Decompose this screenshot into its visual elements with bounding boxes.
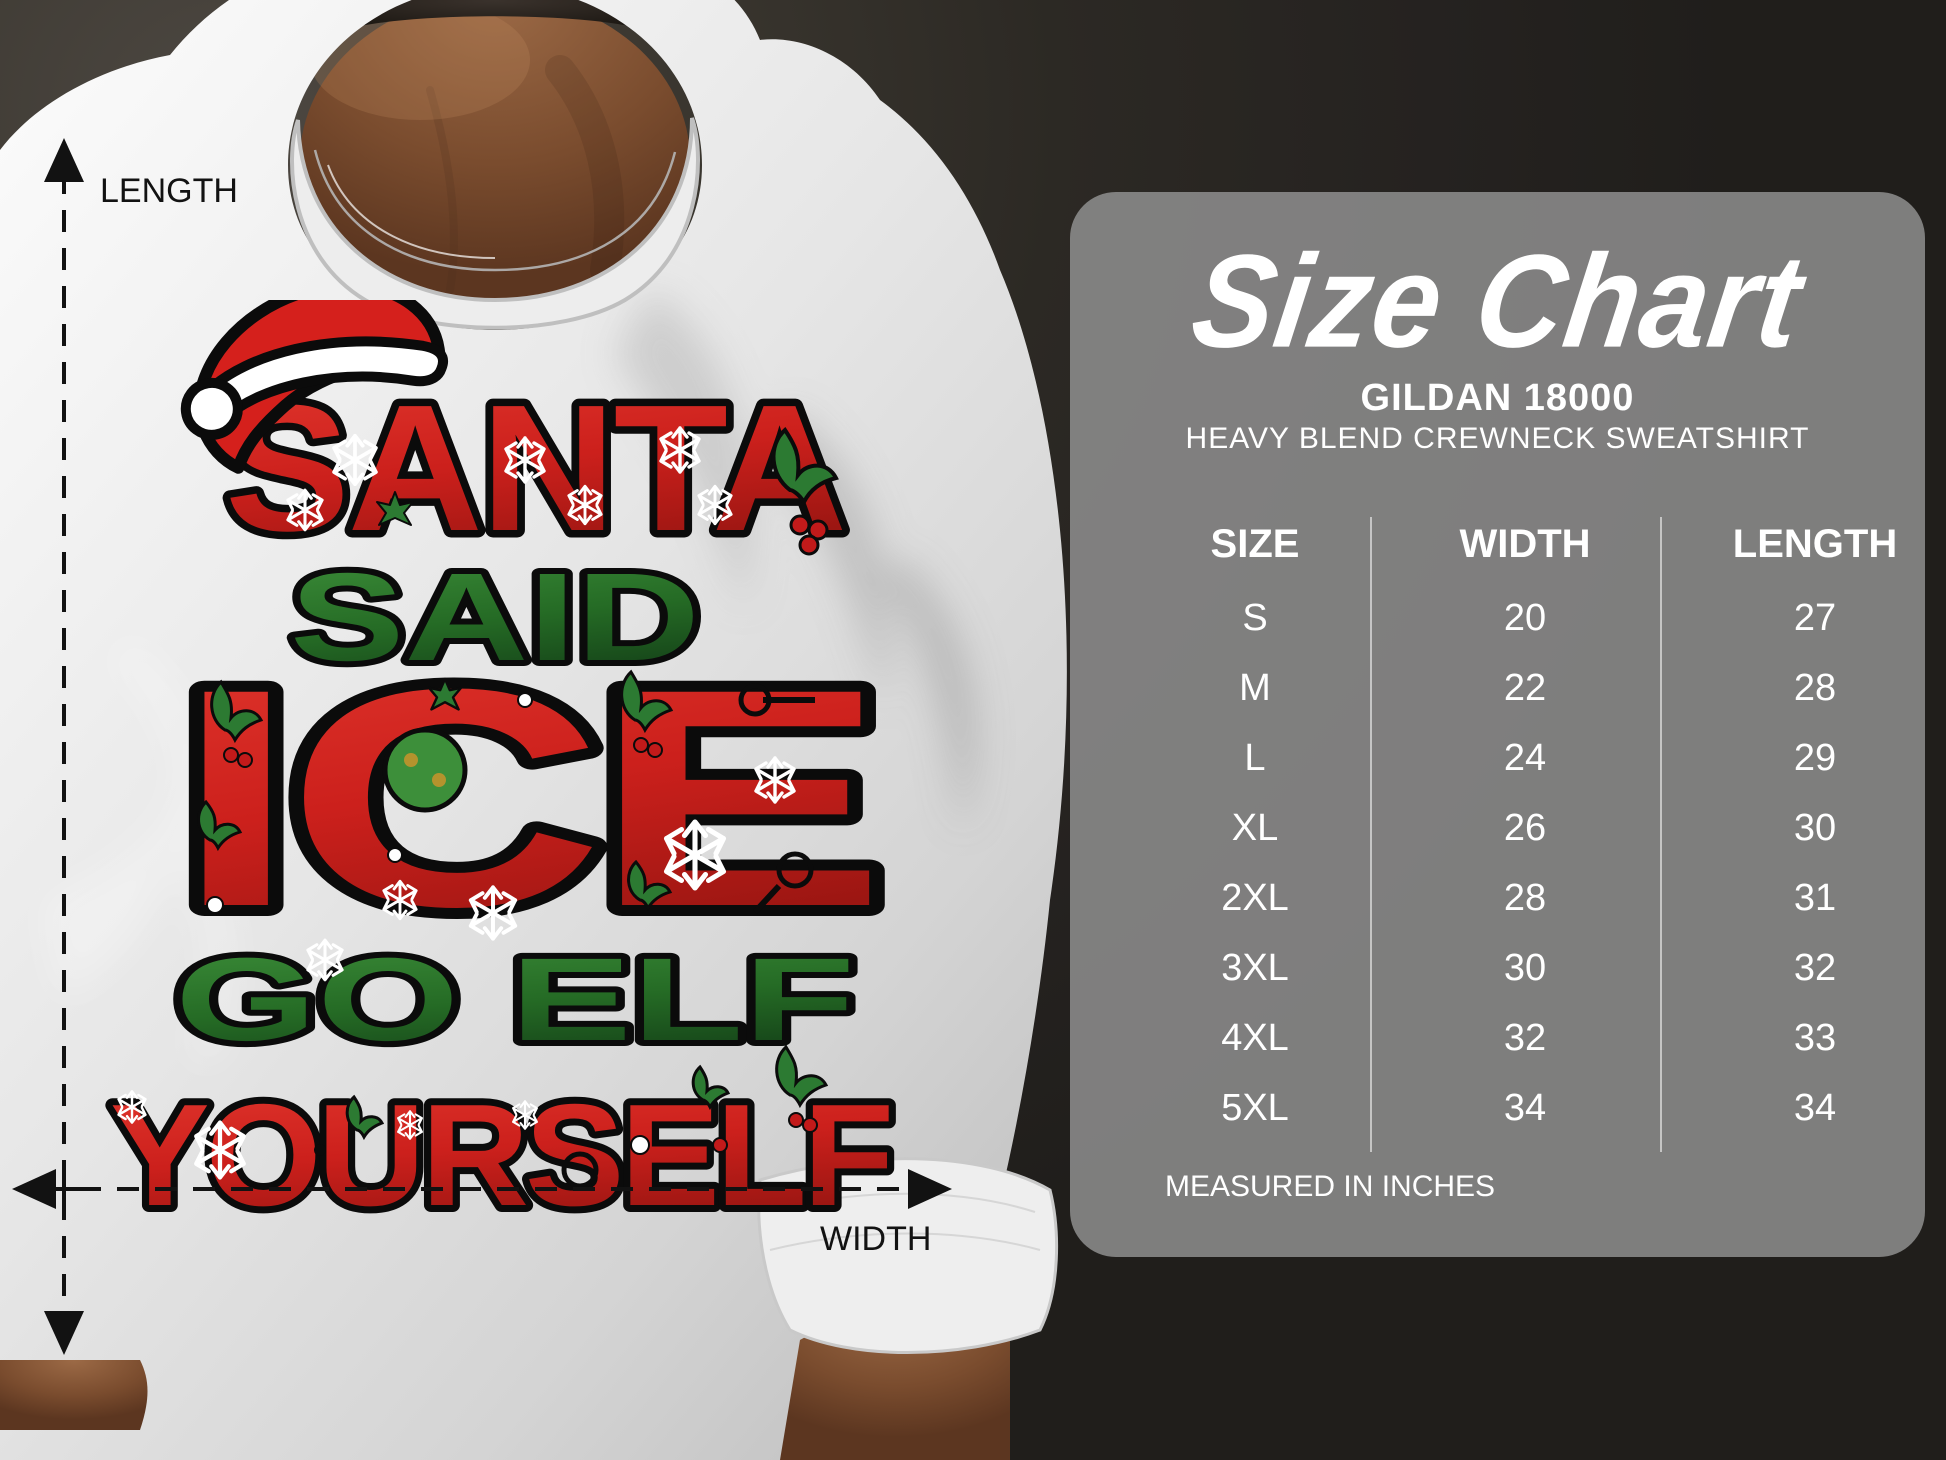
svg-text:SANTA: SANTA: [225, 368, 845, 569]
svg-text:GO ELF: GO ELF: [175, 934, 855, 1066]
